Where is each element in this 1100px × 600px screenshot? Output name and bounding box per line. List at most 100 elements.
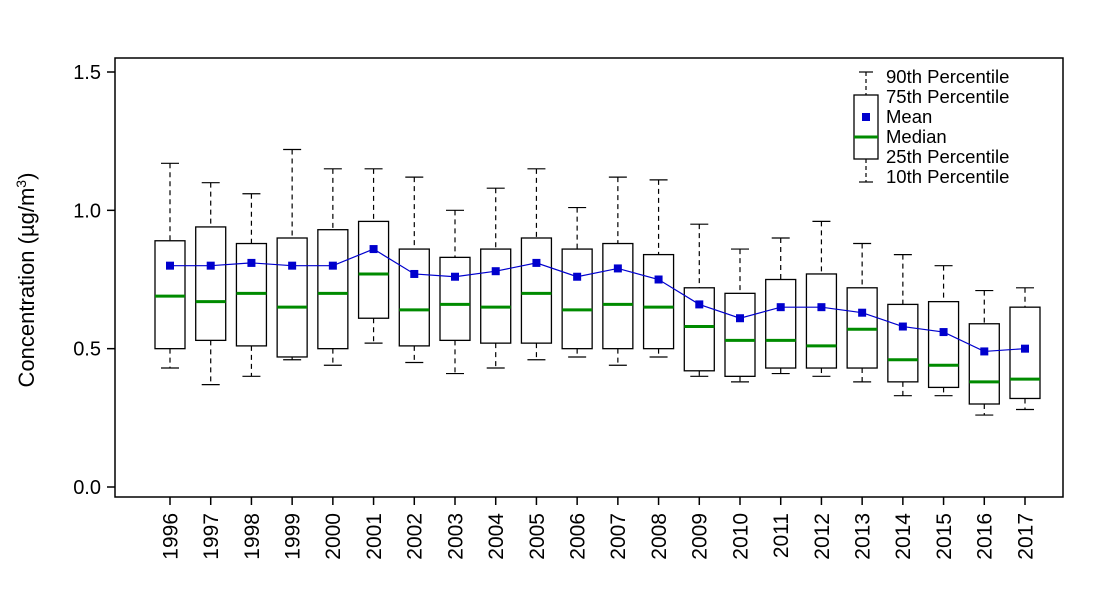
x-tick-label: 2006: [566, 513, 589, 560]
mean-marker: [1021, 344, 1029, 353]
boxplot-2006: [561, 206, 593, 358]
y-tick-label: 1.0: [73, 200, 101, 222]
y-tick-label: 1.5: [73, 62, 101, 84]
iqr-box: [317, 229, 349, 350]
boxplots: [154, 148, 1041, 416]
mean-marker: [776, 303, 785, 312]
x-tick-label: 1997: [200, 513, 223, 560]
iqr-box: [276, 237, 308, 358]
mean-marker: [451, 272, 459, 281]
mean-marker: [654, 275, 663, 284]
legend-label-3: Median: [886, 126, 947, 147]
x-axis: 1996 1997 1998 1999 2000 2001 2002 2003 2004 2005…: [159, 497, 1037, 560]
x-tick-label: 2007: [607, 513, 630, 560]
x-tick-label: 2017: [1014, 513, 1037, 560]
x-tick-label: 2013: [851, 513, 874, 560]
x-tick-label: 2016: [974, 513, 997, 560]
mean-marker: [736, 314, 744, 323]
mean-marker: [613, 264, 622, 273]
y-axis: 0.0 0.5 1.0 1.5 Concentration (µg/m3): [13, 62, 115, 499]
mean-marker: [695, 300, 704, 309]
iqr-box: [439, 256, 471, 342]
legend-mean-icon: [862, 113, 870, 121]
x-tick-label: 2000: [322, 513, 345, 560]
x-tick-label: 1999: [281, 513, 304, 560]
x-tick-label: 2004: [485, 513, 508, 560]
boxplot-1999: [276, 148, 308, 361]
x-tick-label: 2011: [770, 513, 793, 558]
iqr-box: [480, 248, 512, 344]
boxplot-2013: [846, 242, 878, 383]
x-tick-label: 2001: [363, 513, 386, 560]
mean-marker: [369, 245, 378, 254]
mean-marker: [328, 261, 337, 270]
mean-marker: [247, 258, 256, 267]
y-axis-title: Concentration (µg/m3): [13, 173, 39, 388]
boxplot-2015: [927, 265, 960, 397]
boxplot-1997: [195, 182, 227, 386]
iqr-box: [561, 248, 593, 350]
legend-label-5: 10th Percentile: [886, 166, 1009, 187]
mean-marker: [288, 261, 297, 270]
mean-marker: [532, 258, 541, 267]
iqr-box: [765, 278, 797, 369]
x-tick-label: 2003: [444, 513, 467, 560]
iqr-box: [195, 226, 227, 342]
mean-marker: [858, 308, 867, 317]
legend-label-4: 25th Percentile: [886, 146, 1009, 167]
iqr-box: [724, 292, 756, 377]
y-tick-label: 0.5: [73, 339, 101, 361]
boxplot-1998: [235, 193, 268, 377]
boxplot-2009: [683, 223, 715, 377]
boxplot-2001: [357, 168, 390, 344]
x-tick-label: 2015: [933, 513, 956, 560]
mean-marker: [939, 328, 948, 337]
boxplot-1996: [154, 162, 186, 369]
iqr-box: [398, 248, 430, 347]
boxplot-2011: [765, 237, 797, 375]
mean-marker: [166, 261, 174, 270]
x-tick-label: 2012: [811, 513, 834, 560]
boxplot-2007: [602, 176, 634, 366]
mean-marker: [980, 347, 989, 356]
x-tick-label: 2014: [892, 513, 915, 560]
boxplot-2008: [642, 179, 675, 358]
boxplot-2002: [398, 176, 430, 364]
boxplot-2000: [317, 168, 349, 366]
iqr-box: [887, 303, 919, 383]
iqr-box: [520, 237, 553, 344]
iqr-box: [968, 323, 1000, 405]
y-tick-label: 0.0: [73, 477, 101, 499]
x-tick-label: 2002: [404, 513, 427, 560]
x-tick-label: 2009: [689, 513, 712, 560]
x-tick-label: 2008: [648, 513, 671, 560]
mean-marker: [491, 267, 500, 276]
plot-border: [114, 57, 1064, 498]
iqr-box: [357, 220, 390, 319]
mean-marker: [573, 272, 582, 281]
mean-marker: [898, 322, 907, 331]
boxplot-2012: [805, 220, 838, 377]
boxplot-2016: [968, 289, 1000, 416]
x-tick-label: 1996: [159, 513, 182, 560]
iqr-box: [1009, 306, 1041, 400]
boxplot-2005: [520, 168, 553, 361]
x-tick-label: 2005: [526, 513, 549, 560]
boxplot-2014: [887, 254, 919, 397]
mean-marker: [410, 269, 419, 278]
iqr-box: [642, 253, 675, 350]
iqr-box: [927, 300, 960, 389]
legend-box-icon: [853, 94, 879, 160]
legend-label-1: 75th Percentile: [886, 86, 1009, 107]
mean-marker: [206, 261, 215, 270]
legend-label-2: Mean: [886, 106, 932, 127]
mean-line: [170, 248, 1026, 353]
boxplot-2010: [724, 248, 756, 383]
iqr-box: [805, 273, 838, 369]
boxplot-2003: [439, 209, 471, 375]
legend-label-0: 90th Percentile: [886, 66, 1009, 87]
iqr-box: [602, 242, 634, 350]
